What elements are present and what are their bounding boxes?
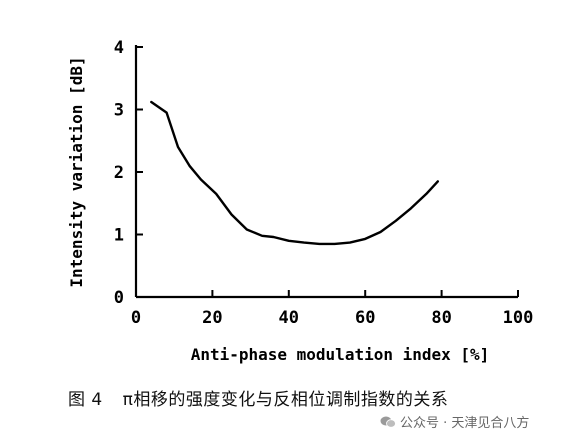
y-tick-label: 0 bbox=[114, 288, 124, 308]
x-tick-label: 100 bbox=[503, 308, 534, 328]
watermark-text: 公众号 · 天津见合八方 bbox=[400, 416, 530, 431]
figure-number: 图 4 bbox=[68, 390, 103, 410]
x-ticks: 0 20 40 60 80 100 bbox=[131, 290, 533, 328]
figure-caption: 图 4 π相移的强度变化与反相位调制指数的关系 bbox=[68, 385, 448, 410]
watermark: 公众号 · 天津见合八方 bbox=[380, 412, 529, 431]
y-tick-label: 1 bbox=[114, 226, 124, 246]
wechat-icon bbox=[380, 416, 396, 428]
y-axis-title: Intensity variation [dB] bbox=[67, 56, 86, 287]
line-chart: 0 1 2 3 4 0 20 40 60 80 100 Intensity variation [… bbox=[67, 38, 533, 364]
y-tick-label: 3 bbox=[114, 101, 124, 121]
y-tick-label: 4 bbox=[114, 38, 124, 58]
y-ticks: 0 1 2 3 4 bbox=[114, 38, 143, 308]
x-tick-label: 0 bbox=[131, 308, 141, 328]
x-tick-label: 60 bbox=[355, 308, 375, 328]
series-group bbox=[150, 100, 439, 246]
x-tick-label: 40 bbox=[279, 308, 299, 328]
caption-text: π相移的强度变化与反相位调制指数的关系 bbox=[122, 390, 449, 410]
x-axis-title: Anti-phase modulation index [%] bbox=[191, 345, 490, 364]
y-tick-label: 2 bbox=[114, 163, 124, 183]
x-tick-label: 20 bbox=[202, 308, 222, 328]
x-tick-label: 80 bbox=[431, 308, 451, 328]
series-line bbox=[150, 100, 439, 246]
